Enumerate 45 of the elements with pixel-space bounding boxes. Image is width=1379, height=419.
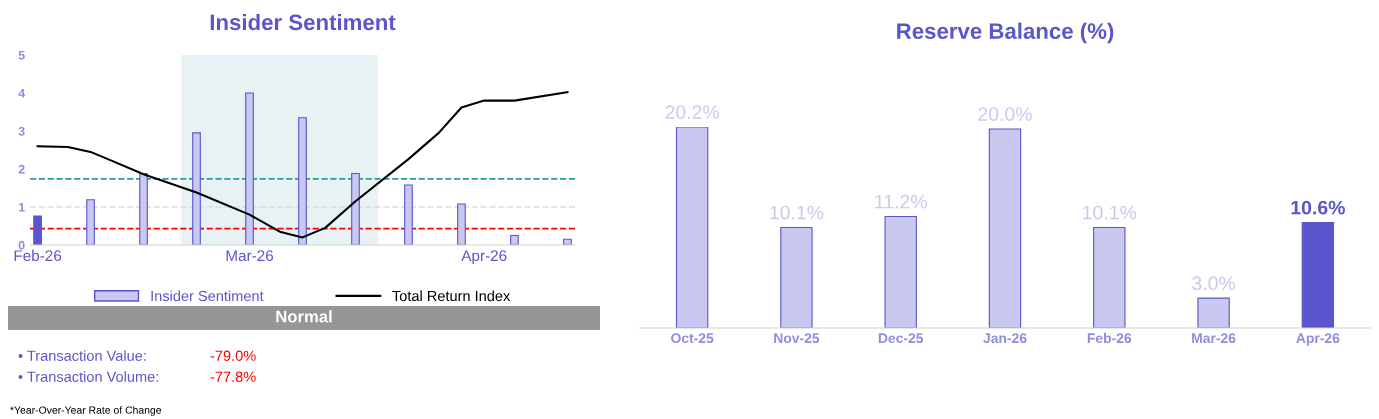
bar — [675, 127, 709, 328]
bar — [33, 215, 42, 245]
y-tick-label: 2 — [18, 164, 25, 174]
text: • Transaction Value: — [18, 350, 146, 361]
x-tick-label: Dec-25 — [878, 333, 924, 344]
bar — [1197, 297, 1230, 328]
bar — [457, 203, 466, 245]
legend-label: Insider Sentiment — [151, 290, 264, 302]
x-tick-label: Apr-26 — [461, 250, 507, 265]
x-tick-label: Mar-26 — [226, 250, 274, 262]
bar — [139, 173, 148, 245]
bar — [988, 128, 1022, 328]
y-tick-label: 5 — [18, 50, 25, 60]
text: *Year-Over-Year Rate of Change — [10, 406, 162, 416]
text: -77.8% — [210, 371, 256, 382]
bar — [404, 184, 413, 245]
bar — [245, 92, 254, 245]
bar — [1301, 221, 1335, 328]
x-tick-label: Oct-25 — [671, 333, 714, 344]
x-tick-label: Mar-26 — [1192, 333, 1236, 344]
chart-title: Insider Sentiment — [210, 13, 396, 31]
bar — [351, 173, 360, 245]
legend-label: Total Return Index — [392, 290, 511, 302]
y-tick-label: 1 — [18, 202, 25, 212]
bar — [510, 234, 519, 245]
bar — [86, 199, 95, 245]
x-tick-label: Nov-25 — [774, 333, 820, 344]
x-tick-label: Apr-26 — [1296, 333, 1340, 346]
text: Normal — [276, 310, 332, 323]
y-tick-label: 0 — [18, 240, 25, 250]
bar — [298, 117, 307, 245]
text: • Transaction Volume: — [18, 371, 158, 382]
y-tick-label: 3 — [18, 126, 25, 136]
line-series — [36, 91, 569, 239]
chart-title: Reserve Balance (%) — [897, 22, 1114, 44]
text: -79.0% — [210, 350, 256, 361]
x-tick-label: Jan-26 — [983, 333, 1027, 344]
bar — [884, 215, 917, 328]
bar — [192, 132, 201, 245]
bar — [780, 226, 813, 328]
y-tick-label: 4 — [18, 88, 26, 98]
bar — [1093, 226, 1126, 328]
data-label: 10.6% — [1291, 200, 1345, 215]
x-tick-label: Feb-26 — [1087, 332, 1132, 344]
x-tick-label: Feb-26 — [14, 249, 62, 262]
